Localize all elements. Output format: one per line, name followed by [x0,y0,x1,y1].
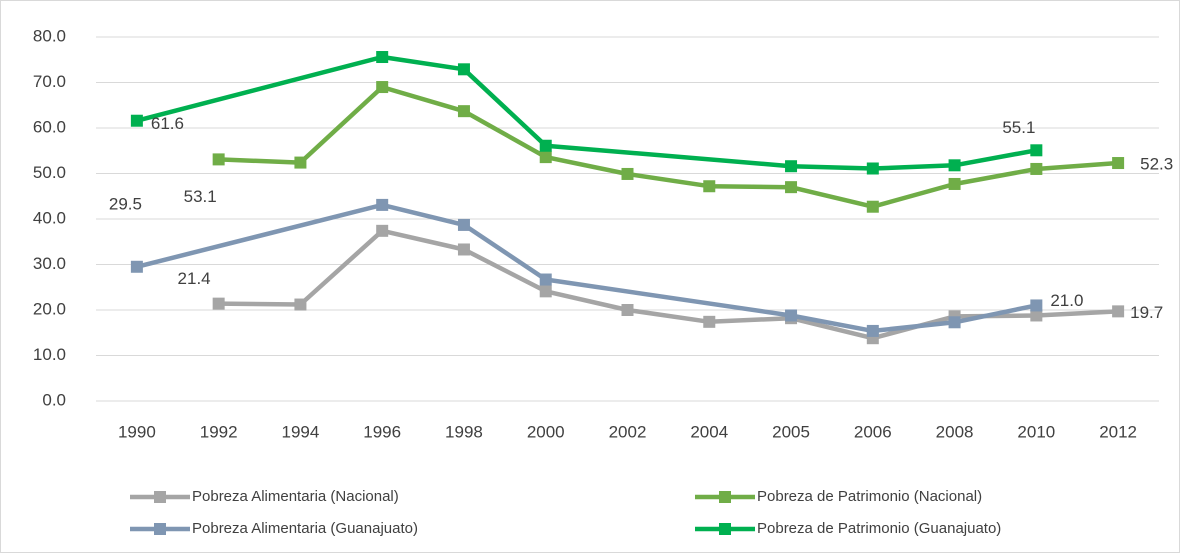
legend-swatch-marker [719,523,731,535]
x-tick-label: 2005 [772,422,810,441]
legend-label: Pobreza Alimentaria (Nacional) [192,488,399,505]
marker [948,177,961,190]
x-tick-label: 2006 [854,422,892,441]
marker [457,218,470,231]
marker [703,180,716,193]
series-line [218,84,1119,209]
marker [866,324,879,337]
y-tick-label: 30.0 [33,254,66,273]
marker [130,260,143,273]
marker [539,139,552,152]
y-tick-label: 20.0 [33,299,66,318]
marker [1112,305,1125,318]
x-tick-label: 2004 [690,422,728,441]
y-tick-label: 40.0 [33,208,66,227]
marker [376,224,389,237]
x-tick-label: 2010 [1017,422,1055,441]
y-tick-label: 0.0 [42,390,66,409]
data-label: 61.6 [151,114,184,133]
data-label: 29.5 [109,194,142,213]
marker [376,198,389,211]
marker [1030,299,1043,312]
data-label: 53.1 [184,187,217,206]
marker [539,285,552,298]
legend-label: Pobreza de Patrimonio (Nacional) [757,488,982,505]
series-line [136,54,1037,171]
legend-label: Pobreza Alimentaria (Guanajuato) [192,520,418,537]
series-line [136,202,1037,334]
marker [785,309,798,322]
marker [703,315,716,328]
marker [457,63,470,76]
marker [785,160,798,173]
data-label: 21.0 [1050,291,1083,310]
x-tick-label: 1992 [200,422,238,441]
marker [1030,162,1043,175]
x-tick-label: 1994 [282,422,320,441]
legend-swatch-marker [154,491,166,503]
y-tick-label: 50.0 [33,163,66,182]
marker [294,156,307,169]
x-tick-label: 2000 [527,422,565,441]
marker [866,200,879,213]
marker [621,167,634,180]
data-label: 21.4 [178,269,211,288]
marker [130,114,143,127]
marker [948,159,961,172]
marker [376,51,389,64]
marker [457,243,470,256]
marker [866,162,879,175]
marker [212,153,225,166]
marker [948,316,961,329]
marker [1030,309,1043,322]
marker [1112,157,1125,170]
x-tick-label: 1998 [445,422,483,441]
y-tick-label: 70.0 [33,72,66,91]
marker [785,181,798,194]
legend-swatch-marker [154,523,166,535]
legend-label: Pobreza de Patrimonio (Guanajuato) [757,520,1001,537]
legend-swatch-marker [719,491,731,503]
x-tick-label: 2012 [1099,422,1137,441]
series-line [218,228,1119,341]
data-label: 55.1 [1002,118,1035,137]
y-tick-label: 10.0 [33,345,66,364]
x-tick-label: 2002 [609,422,647,441]
y-tick-label: 80.0 [33,26,66,45]
x-tick-label: 1990 [118,422,156,441]
y-tick-label: 60.0 [33,117,66,136]
marker [621,304,634,316]
marker [376,81,389,94]
marker [539,151,552,164]
marker [539,273,552,286]
marker [294,298,307,311]
x-tick-label: 1996 [363,422,401,441]
marker [457,105,470,118]
marker [212,297,225,310]
data-label: 52.3 [1140,155,1173,174]
data-label: 19.7 [1130,303,1163,322]
x-tick-label: 2008 [936,422,974,441]
marker [1030,144,1043,157]
